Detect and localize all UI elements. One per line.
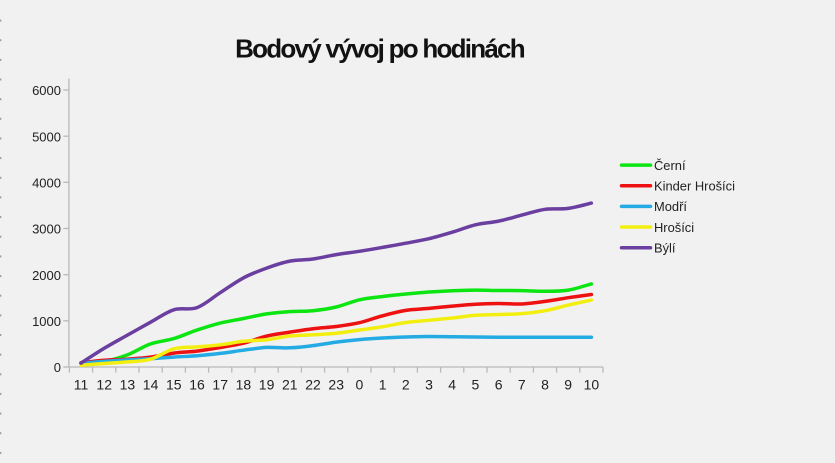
svg-text:Modří: Modří xyxy=(654,199,687,214)
svg-text:17: 17 xyxy=(212,377,228,393)
svg-text:Hrošíci: Hrošíci xyxy=(654,220,694,235)
svg-text:22: 22 xyxy=(305,377,321,393)
svg-text:Černí: Černí xyxy=(654,158,686,173)
svg-text:4: 4 xyxy=(448,377,456,393)
svg-text:6000: 6000 xyxy=(32,83,61,98)
svg-text:4000: 4000 xyxy=(32,175,61,190)
svg-text:3: 3 xyxy=(425,377,433,393)
svg-text:0: 0 xyxy=(54,360,61,375)
svg-text:5000: 5000 xyxy=(32,129,61,144)
svg-text:2: 2 xyxy=(402,377,410,393)
svg-text:12: 12 xyxy=(96,377,112,393)
svg-text:8: 8 xyxy=(541,377,549,393)
svg-text:3000: 3000 xyxy=(32,222,61,237)
svg-text:13: 13 xyxy=(120,377,136,393)
svg-text:6: 6 xyxy=(495,377,503,393)
svg-text:Býlí: Býlí xyxy=(654,241,676,256)
svg-text:0: 0 xyxy=(356,377,364,393)
svg-text:7: 7 xyxy=(518,377,526,393)
svg-text:11: 11 xyxy=(74,377,89,393)
svg-text:21: 21 xyxy=(282,377,298,393)
svg-text:14: 14 xyxy=(143,377,159,393)
svg-text:10: 10 xyxy=(584,377,600,393)
svg-text:15: 15 xyxy=(166,377,182,393)
svg-text:5: 5 xyxy=(472,377,480,393)
svg-text:16: 16 xyxy=(189,377,205,393)
svg-text:Kinder Hrošíci: Kinder Hrošíci xyxy=(654,179,735,194)
svg-text:2000: 2000 xyxy=(32,268,61,283)
svg-text:19: 19 xyxy=(259,377,275,393)
svg-text:1000: 1000 xyxy=(32,314,61,329)
svg-text:1: 1 xyxy=(379,377,387,393)
svg-text:23: 23 xyxy=(328,377,344,393)
svg-text:9: 9 xyxy=(564,377,572,393)
svg-text:Bodový vývoj po hodinách: Bodový vývoj po hodinách xyxy=(235,34,525,64)
svg-text:18: 18 xyxy=(236,377,252,393)
